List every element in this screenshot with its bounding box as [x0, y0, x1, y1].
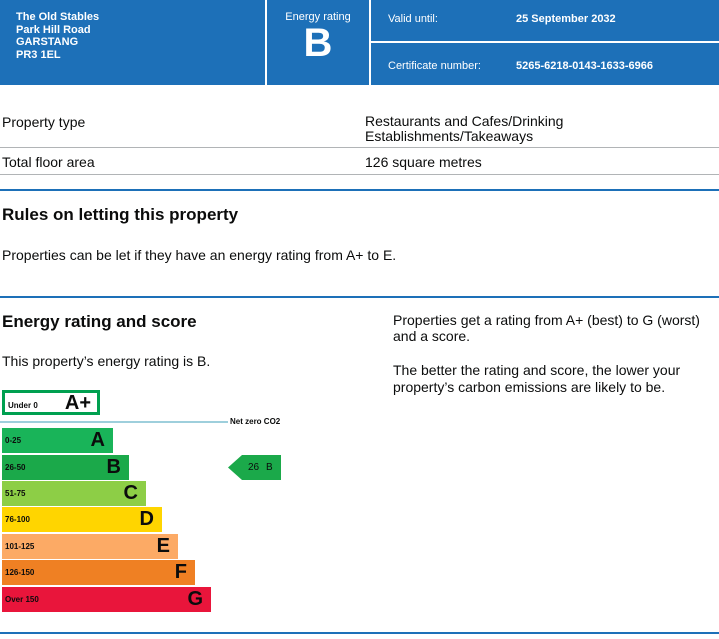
rating-label: Energy rating: [285, 11, 351, 23]
band-range: 76-100: [5, 515, 30, 524]
current-score: 26: [248, 462, 260, 473]
band-range: Over 150: [5, 595, 39, 604]
valid-box: Valid until: 25 September 2032: [371, 0, 719, 41]
valid-date: 25 September 2032: [516, 13, 616, 25]
section-line: [0, 189, 719, 191]
band-letter: G: [187, 588, 203, 610]
rating-band: 51-75 C: [2, 481, 146, 506]
row-label: Total floor area: [2, 154, 95, 170]
cert-box: Certificate number: 5265-6218-0143-1633-…: [371, 43, 719, 85]
address: The Old Stables Park Hill Road GARSTANG PR3…: [16, 11, 99, 61]
band-range: 126-150: [5, 568, 35, 577]
band-range: 51-75: [5, 489, 26, 498]
rating-letter: B: [303, 21, 333, 65]
rating-band: 26-50 B: [2, 455, 129, 480]
section-line: [0, 296, 719, 298]
net-zero-line: [0, 421, 228, 423]
band-letter: A+: [64, 392, 91, 414]
band-letter: B: [106, 456, 121, 478]
rating-title: Energy rating and score: [2, 312, 197, 331]
section-line: [0, 632, 719, 634]
rating-band: 101-125 E: [2, 534, 178, 559]
band-range: 101-125: [5, 542, 35, 551]
side-text: The better the rating and score, the low…: [393, 362, 681, 395]
address-line: Park Hill Road: [16, 23, 91, 36]
divider: [0, 174, 719, 175]
band-letter: A: [90, 429, 105, 451]
address-line: GARSTANG: [16, 36, 79, 48]
address-line: The Old Stables: [16, 11, 100, 23]
divider: [0, 147, 719, 148]
band-letter: F: [174, 561, 187, 583]
row-value: Restaurants and Cafes/Drinking Establish…: [365, 113, 564, 144]
rules-text: Properties can be let if they have an en…: [2, 247, 397, 263]
address-line: PR3 1EL: [16, 48, 61, 61]
rules-title: Rules on letting this property: [2, 205, 239, 224]
side-text: Properties get a rating from A+ (best) t…: [393, 312, 700, 344]
cert-label: Certificate number:: [388, 60, 481, 72]
rating-chart: Under 0 A+ 0-25 A 26-50 B 51-75 C 76-100 D 101-125…: [0, 388, 300, 618]
row-value: 126 square metres: [365, 154, 482, 170]
rating-band: 0-25 A: [2, 428, 113, 453]
rating-text: This property’s energy rating is B.: [2, 353, 211, 369]
valid-label: Valid until:: [388, 13, 438, 25]
rating-band: Over 150 G: [2, 587, 211, 612]
current-letter: B: [266, 462, 273, 473]
address-box: The Old Stables Park Hill Road GARSTANG PR3…: [0, 0, 265, 85]
rating-band: Under 0 A+: [2, 390, 100, 415]
rating-band: 76-100 D: [2, 507, 162, 532]
row-label: Property type: [2, 114, 86, 130]
rating-box: Energy rating B: [267, 0, 369, 85]
rating-band: 126-150 F: [2, 560, 195, 585]
band-range: 0-25: [5, 436, 22, 445]
band-range: Under 0: [8, 401, 38, 410]
cert-number: 5265-6218-0143-1633-6966: [516, 60, 654, 72]
current-rating-arrow: 26 B: [228, 455, 281, 480]
band-range: 26-50: [5, 463, 26, 472]
band-letter: D: [139, 508, 154, 530]
band-letter: C: [123, 482, 138, 504]
net-zero-label: Net zero CO2: [230, 417, 281, 426]
band-letter: E: [156, 535, 170, 557]
